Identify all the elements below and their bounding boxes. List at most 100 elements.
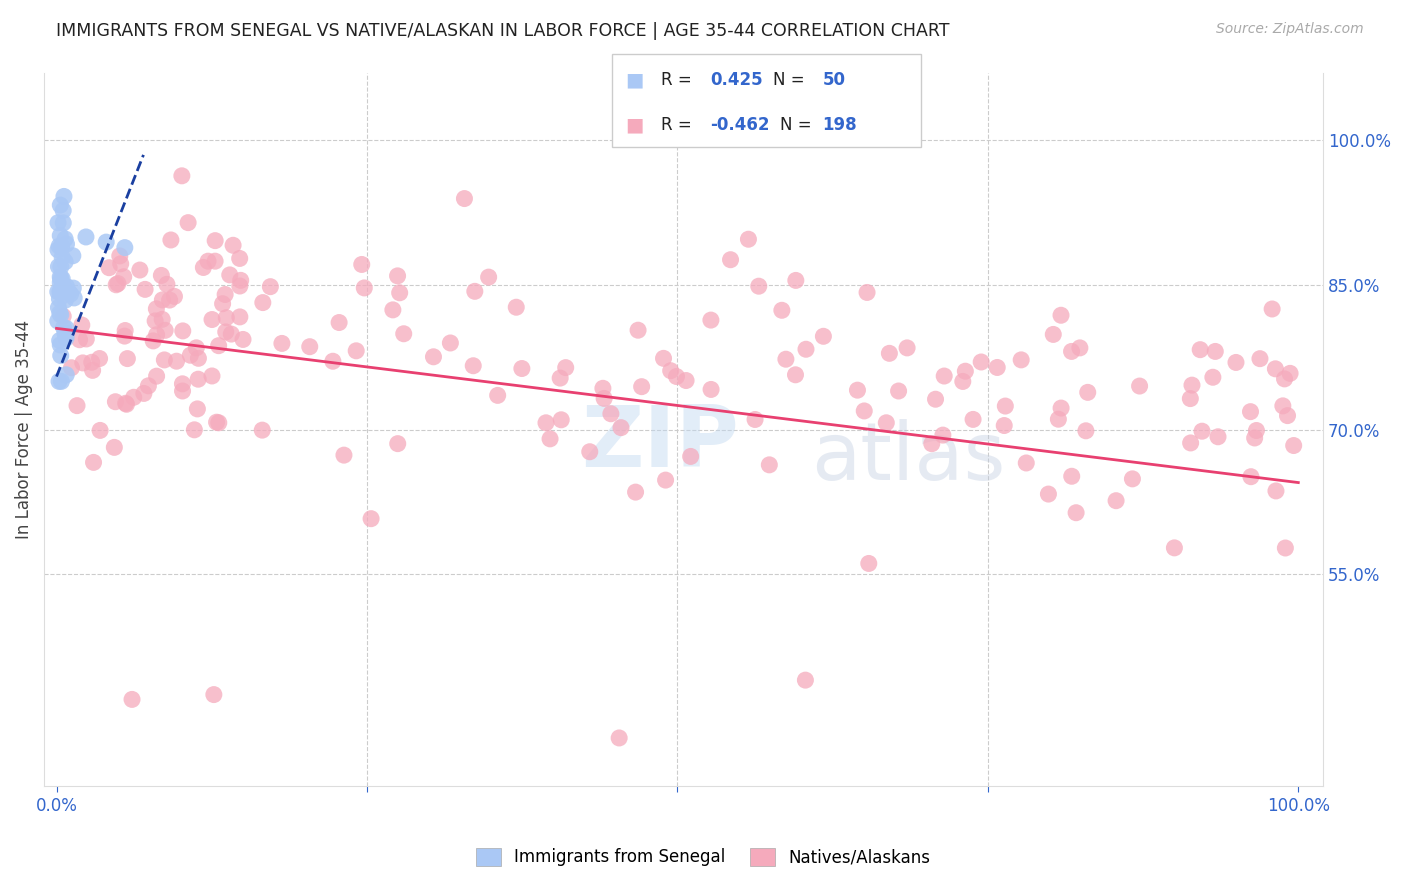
Point [1163,541,1185,555]
Point [952,375,974,389]
Text: 198: 198 [823,116,858,134]
Point [62,281,84,295]
Point [55,331,77,345]
Point [675,374,697,388]
Point [138,379,160,393]
Point [534,416,557,430]
Point [49,308,72,322]
Point [51,271,73,285]
Point [49,285,72,299]
Point [72,356,94,370]
Point [183,423,205,437]
Point [322,354,344,368]
Point [186,401,208,416]
Point [887,384,910,398]
Point [201,312,224,326]
Point [1050,308,1073,322]
Point [350,257,373,271]
Point [193,260,215,275]
Point [607,731,630,745]
Point [259,279,281,293]
Point [962,412,984,426]
Point [700,313,723,327]
Point [170,169,193,183]
Point [49,338,72,352]
Point [80,355,103,369]
Point [846,383,869,397]
Point [205,415,228,429]
Point [875,416,897,430]
Point [453,192,475,206]
Point [55,279,77,293]
Point [48,260,70,274]
Point [720,252,742,267]
Point [1121,472,1143,486]
Point [75,332,97,346]
Point [422,350,444,364]
Point [896,341,918,355]
Point [986,360,1008,375]
Point [228,252,250,266]
Point [48,239,70,253]
Point [486,388,509,402]
Point [794,673,817,687]
Point [53,326,76,341]
Point [344,343,367,358]
Point [1042,327,1064,342]
Point [49,349,72,363]
Point [1249,351,1271,366]
Point [60,360,83,375]
Point [208,339,231,353]
Point [114,329,136,343]
Point [96,235,118,249]
Point [785,273,807,287]
Point [1038,487,1060,501]
Point [53,255,76,269]
Point [932,428,955,442]
Point [52,203,75,218]
Point [156,277,179,292]
Point [1015,456,1038,470]
Point [1129,379,1152,393]
Point [197,254,219,268]
Point [145,301,167,316]
Point [53,285,76,299]
Point [1181,378,1204,392]
Point [202,688,225,702]
Point [229,310,252,324]
Point [187,372,209,386]
Point [55,293,77,307]
Point [48,292,70,306]
Point [770,303,793,318]
Point [172,384,194,398]
Point [748,279,770,293]
Point [1282,438,1305,452]
Point [218,268,240,282]
Point [353,281,375,295]
Point [271,336,294,351]
Point [794,343,817,357]
Point [55,237,77,252]
Point [1077,385,1099,400]
Point [1060,344,1083,359]
Point [117,351,139,366]
Point [758,458,780,472]
Point [89,424,111,438]
Point [252,423,274,437]
Point [1274,372,1296,386]
Point [665,369,688,384]
Point [229,279,252,293]
Point [1189,343,1212,357]
Point [387,268,409,283]
Text: Source: ZipAtlas.com: Source: ZipAtlas.com [1216,22,1364,37]
Point [592,381,614,395]
Point [143,314,166,328]
Point [1264,361,1286,376]
Text: IMMIGRANTS FROM SENEGAL VS NATIVE/ALASKAN IN LABOR FORCE | AGE 35-44 CORRELATION: IMMIGRANTS FROM SENEGAL VS NATIVE/ALASKA… [56,22,949,40]
Point [49,260,72,274]
Point [48,334,70,348]
Point [381,302,404,317]
Point [52,189,75,203]
Point [132,386,155,401]
Point [52,310,75,324]
